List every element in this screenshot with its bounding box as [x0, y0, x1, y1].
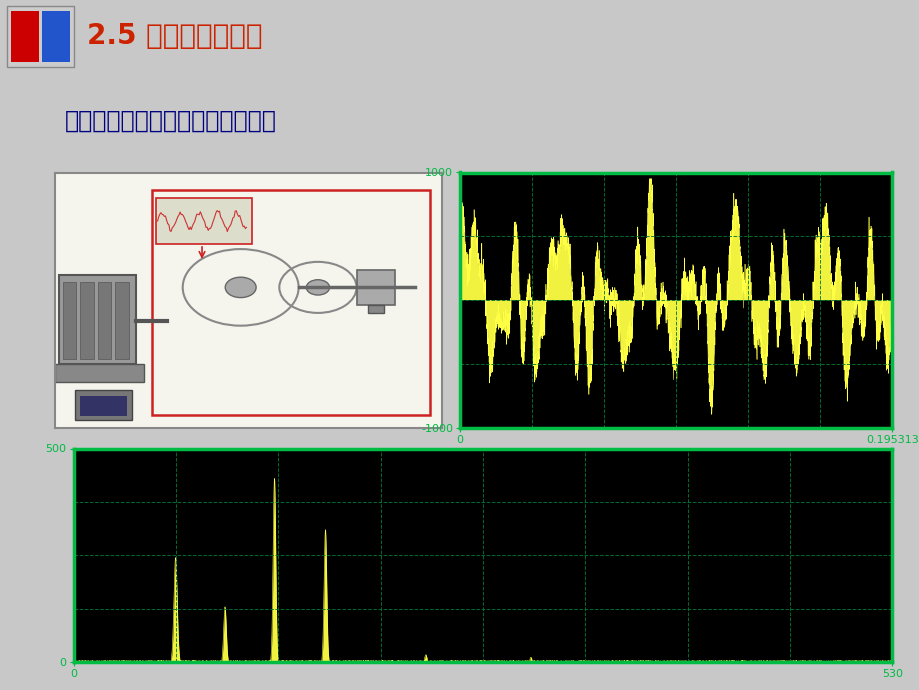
Circle shape — [306, 279, 329, 295]
Bar — [11, 11, 39, 61]
Text: 大型空气压缩机传动装置故障诊断: 大型空气压缩机传动装置故障诊断 — [64, 109, 276, 132]
Bar — [357, 270, 395, 305]
Bar — [152, 190, 429, 415]
Bar — [7, 6, 74, 67]
Bar — [55, 364, 144, 382]
Bar — [97, 282, 111, 359]
Text: 2.5 信号的频域分析: 2.5 信号的频域分析 — [87, 22, 263, 50]
Bar — [59, 275, 136, 364]
Bar — [115, 282, 129, 359]
Bar — [80, 282, 94, 359]
Circle shape — [225, 277, 255, 297]
Bar — [80, 396, 127, 416]
Bar — [368, 305, 383, 313]
Bar — [74, 389, 132, 420]
Bar — [155, 198, 252, 244]
Bar — [62, 282, 76, 359]
Bar — [42, 11, 70, 61]
